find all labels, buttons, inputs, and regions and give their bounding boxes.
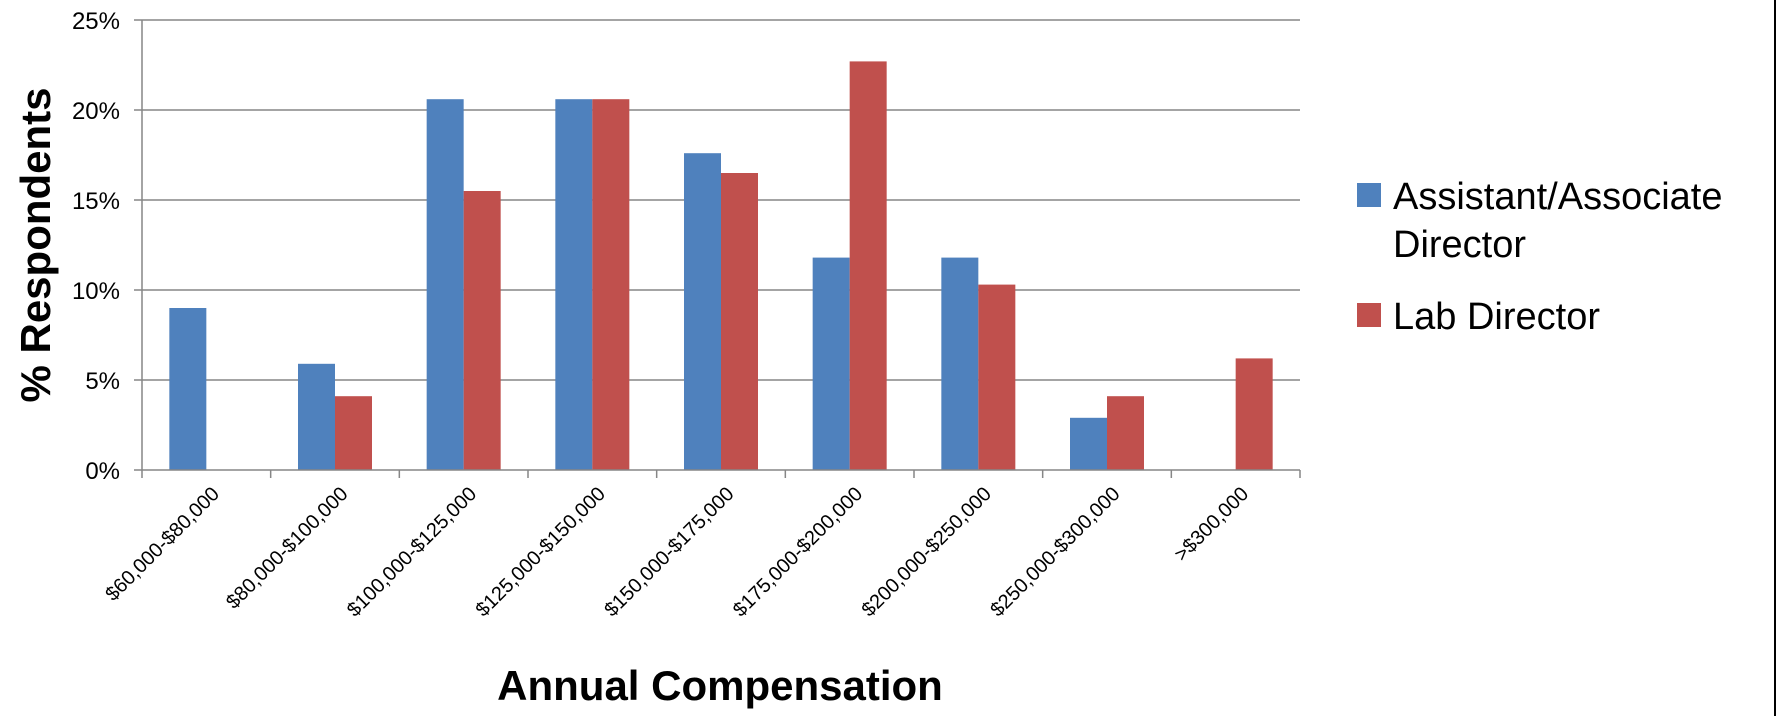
bar-series-2 xyxy=(849,61,887,471)
bar-series-2 xyxy=(978,284,1016,470)
bar-series-1 xyxy=(298,363,335,470)
x-tick-label: $175,000-$200,000 xyxy=(729,483,867,621)
bar-series-1 xyxy=(1070,417,1107,470)
y-tick-label: 15% xyxy=(72,188,120,215)
bar-series-1 xyxy=(169,308,207,470)
legend-swatch xyxy=(1357,303,1381,327)
x-tick-label: $60,000-$80,000 xyxy=(101,483,224,606)
bar-series-2 xyxy=(463,191,501,470)
x-axis-title: Annual Compensation xyxy=(497,662,943,709)
x-tick-label: >$300,000 xyxy=(1170,483,1253,566)
y-tick-label: 0% xyxy=(85,458,120,485)
y-tick-label: 20% xyxy=(72,98,120,125)
y-tick-label: 10% xyxy=(72,278,120,305)
legend-swatch xyxy=(1357,183,1381,207)
bar-series-1 xyxy=(426,99,464,470)
bar-series-1 xyxy=(941,257,979,470)
x-tick-label: $150,000-$175,000 xyxy=(600,483,738,621)
bar-series-2 xyxy=(1107,396,1144,470)
bar-series-2 xyxy=(335,396,372,470)
bars xyxy=(169,61,1273,471)
x-tick-label: $125,000-$150,000 xyxy=(472,483,610,621)
legend-label: Assistant/Associate xyxy=(1393,176,1722,218)
bar-series-2 xyxy=(1235,358,1273,470)
right-border xyxy=(1774,0,1776,716)
x-tick-label: $80,000-$100,000 xyxy=(222,483,352,613)
y-tick-label: 5% xyxy=(85,368,120,395)
bar-series-2 xyxy=(592,99,630,470)
x-tick-label: $100,000-$125,000 xyxy=(343,483,481,621)
bar-series-1 xyxy=(812,257,850,470)
y-tick-label: 25% xyxy=(72,8,120,35)
bar-series-1 xyxy=(555,99,593,470)
bar-series-1 xyxy=(684,153,721,470)
legend-label: Lab Director xyxy=(1393,296,1600,338)
x-tick-label: $200,000-$250,000 xyxy=(858,483,996,621)
bar-series-2 xyxy=(721,173,758,470)
legend: Assistant/Associate Director Lab Director xyxy=(1357,176,1722,338)
legend-label: Director xyxy=(1393,224,1526,266)
x-tick-label: $250,000-$300,000 xyxy=(986,483,1124,621)
y-axis-title: % Respondents xyxy=(12,87,59,402)
